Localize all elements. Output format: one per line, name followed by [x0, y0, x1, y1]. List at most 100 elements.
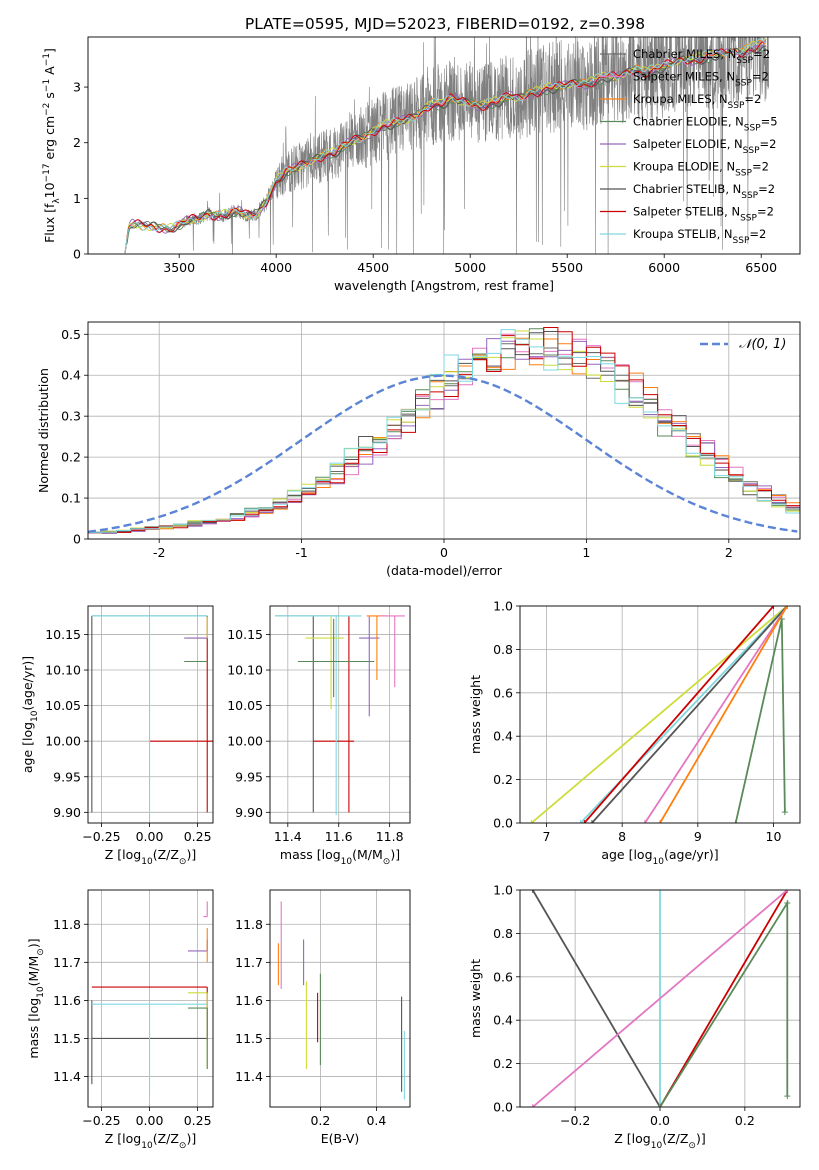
y-tick-label: 11.5 — [235, 1031, 263, 1046]
x-tick-label: 2 — [725, 545, 733, 560]
error-point — [379, 615, 405, 688]
mass-weight-marker — [641, 820, 648, 823]
x-tick-label: 0.25 — [184, 829, 212, 844]
figure-title: PLATE=0595, MJD=52023, FIBERID=0192, z=0… — [245, 15, 645, 33]
x-tick-label: −0.2 — [560, 1113, 590, 1128]
plot-area — [88, 327, 800, 534]
y-tick-label: 0.3 — [61, 409, 81, 424]
mass-weight-marker — [577, 820, 584, 823]
axes-frame — [269, 605, 411, 824]
panel-mass-weight-vs-z: −0.2 0.0 0.2 0.0 0.2 0.4 0.6 0.8 1.0 Z [log10(Z/Z… — [468, 883, 801, 1151]
x-tick-label: 7 — [543, 829, 551, 844]
plot-area — [528, 606, 791, 823]
y-tick-label: 1.0 — [493, 599, 513, 614]
legend-entry: Kroupa ELODIE, NSSP=2 — [633, 160, 769, 179]
y-tick-label: 10.05 — [227, 698, 263, 713]
y-tick-label: 1 — [73, 191, 81, 206]
x-tick-label: 0.2 — [735, 1113, 755, 1128]
model-spectrum-7 — [124, 45, 767, 254]
mass-weight-line-1 — [530, 606, 788, 823]
legend-entry: Chabrier STELIB, NSSP=2 — [633, 182, 775, 201]
y-tick-label: 0.4 — [61, 368, 81, 383]
x-tick-label: 11.8 — [376, 829, 404, 844]
legend-entry: Salpeter STELIB, NSSP=2 — [633, 205, 774, 224]
mass-weight-marker — [529, 890, 536, 893]
x-axis-label: Z [log10(Z/Z⊙)] — [105, 847, 196, 867]
y-axis-label: mass [log10(M/M⊙)] — [26, 938, 46, 1058]
mass-weight-line-3 — [659, 890, 789, 1107]
mass-weight-marker — [529, 1104, 536, 1107]
x-axis-label: (data-model)/error — [386, 563, 503, 578]
model-spectrum-8 — [124, 41, 767, 254]
x-axis-label: Z [log10(Z/Z⊙)] — [614, 1131, 705, 1151]
error-point — [305, 616, 344, 710]
mass-weight-marker — [732, 820, 739, 823]
x-tick-label: 0.00 — [136, 1113, 164, 1128]
model-spectrum-9 — [124, 38, 767, 254]
mass-weight-line-5 — [644, 606, 788, 823]
mass-weight-marker — [581, 820, 588, 823]
y-tick-label: 0.4 — [493, 1013, 513, 1028]
x-tick-label: 6000 — [648, 260, 680, 275]
y-tick-label: 2 — [73, 135, 81, 150]
mass-weight-marker — [778, 616, 785, 623]
mass-weight-marker — [657, 1104, 663, 1107]
x-tick-label: 0.00 — [136, 829, 164, 844]
mass-weight-marker — [528, 820, 535, 823]
legend-entry: 𝒩(0, 1) — [739, 337, 786, 352]
mass-weight-line-3 — [591, 606, 788, 823]
error-point — [359, 616, 380, 717]
y-axis-label: age [log10(age/yr)] — [20, 656, 40, 773]
panel-mass-vs-z: −0.25 0.00 0.25 11.4 11.5 11.6 11.7 11.8 Z [log1… — [26, 889, 214, 1151]
legend-entry: Salpeter MILES, NSSP=2 — [633, 70, 769, 89]
panel-mass-weight-vs-age: 7 8 9 10 0.0 0.2 0.4 0.6 0.8 1.0 age [log10(age/yr… — [468, 599, 801, 867]
x-tick-label: 0 — [440, 545, 448, 560]
x-tick-label: 4000 — [260, 260, 292, 275]
mass-weight-marker — [784, 890, 791, 893]
y-tick-label: 11.8 — [53, 917, 81, 932]
y-tick-label: 11.7 — [235, 955, 263, 970]
y-tick-label: 0.5 — [61, 327, 81, 342]
x-axis-label: mass [log10(M/M⊙)] — [280, 847, 400, 867]
y-tick-label: 9.95 — [53, 769, 81, 784]
mass-weight-marker — [770, 606, 777, 609]
mass-weight-marker — [784, 1093, 791, 1100]
residual-histogram-8 — [88, 327, 800, 534]
mass-weight-line-1 — [531, 890, 661, 1107]
error-point — [298, 618, 375, 698]
residual-histogram-5 — [88, 338, 800, 534]
plot-area — [91, 901, 208, 1096]
x-tick-label: 0.25 — [184, 1113, 212, 1128]
y-tick-label: 0 — [73, 247, 81, 262]
y-tick-label: 11.8 — [235, 917, 263, 932]
error-point — [91, 615, 208, 823]
y-tick-label: 11.6 — [235, 993, 263, 1008]
error-point — [188, 1007, 208, 1069]
y-tick-label: 1.0 — [493, 883, 513, 898]
y-tick-label: 10.05 — [45, 698, 81, 713]
legend-entry: Chabrier MILES, NSSP=2 — [633, 47, 770, 66]
y-axis-label: Normed distribution — [36, 368, 51, 493]
axes-frame — [519, 889, 801, 1108]
y-tick-label: 0.8 — [493, 926, 513, 941]
y-tick-label: 11.7 — [53, 955, 81, 970]
x-tick-label: −0.25 — [82, 1113, 120, 1128]
y-tick-label: 10.15 — [45, 627, 81, 642]
x-axis-label: wavelength [Angstrom, rest frame] — [334, 278, 554, 293]
y-tick-label: 0.4 — [493, 729, 513, 744]
y-tick-label: 9.90 — [53, 805, 81, 820]
x-tick-label: 9 — [694, 829, 702, 844]
panel-age-vs-z: −0.25 0.00 0.25 9.90 9.95 10.00 10.05 10.10 10.1… — [20, 605, 214, 867]
error-point — [275, 615, 339, 813]
plot-area — [529, 890, 791, 1107]
mass-weight-marker — [657, 890, 663, 893]
panel-residuals: -2 -1 0 1 2 0 0.1 0.2 0.3 0.4 0.5 (data-model)/erro… — [36, 321, 801, 578]
y-tick-label: 0.0 — [493, 1100, 513, 1115]
legend-entry: Salpeter ELODIE, NSSP=2 — [633, 137, 776, 156]
legend-entry: Chabrier ELODIE, NSSP=5 — [633, 115, 778, 134]
x-tick-label: −0.25 — [82, 829, 120, 844]
axes-frame — [87, 321, 801, 540]
mass-weight-marker — [657, 820, 663, 823]
spectrum-legend: Chabrier MILES, NSSP=2 Salpeter MILES, NS… — [600, 47, 778, 246]
